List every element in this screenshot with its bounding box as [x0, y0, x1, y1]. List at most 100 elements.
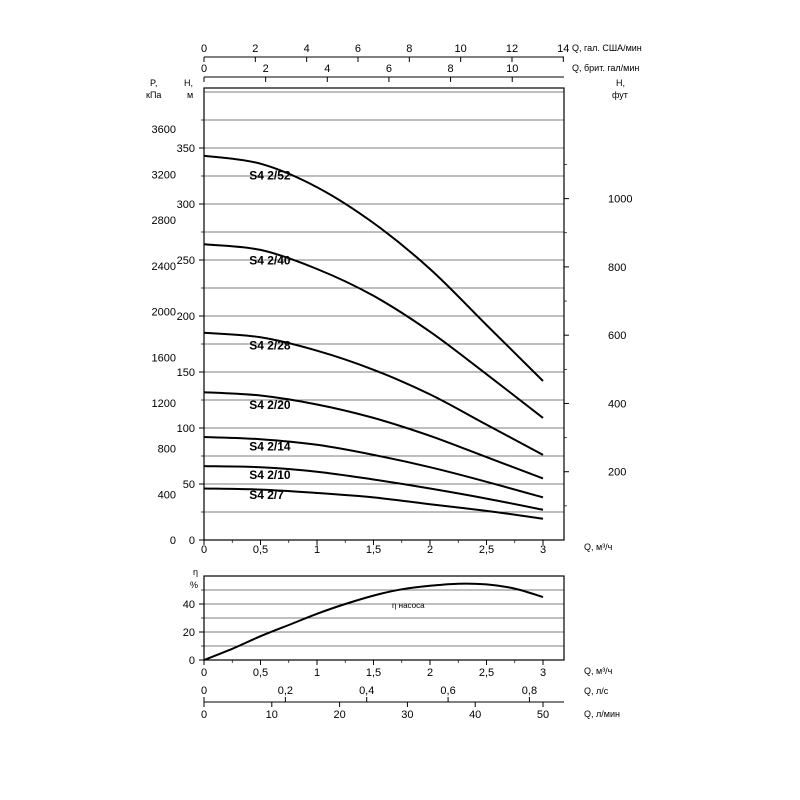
head-m-axis-unit: м: [187, 90, 194, 100]
imp-gpm-tick-label: 6: [386, 63, 392, 75]
us-gpm-tick-label: 0: [201, 43, 207, 55]
h-ft-tick-label: 1000: [608, 194, 632, 206]
lmin-axis-unit: Q, л/мин: [584, 709, 620, 719]
q-lmin-tick-label: 50: [537, 709, 549, 721]
head-chart-q-axis-unit: Q, м³/ч: [584, 542, 613, 552]
h-ft-tick-label: 200: [608, 467, 626, 479]
h-ft-tick-label: 600: [608, 330, 626, 342]
h-ft-tick-label: 800: [608, 262, 626, 274]
curve-label: S4 2/10: [249, 468, 291, 482]
head-chart: 0501001502002503003500400800120016002000…: [152, 43, 633, 556]
eta-tick-label: 20: [183, 627, 195, 639]
q-m3h-tick-label: 0: [201, 544, 207, 556]
h-ft-tick-label: 400: [608, 398, 626, 410]
eta-axis-unit: %: [190, 580, 199, 590]
eta-axis-title: η: [193, 567, 199, 577]
q-m3h-tick-label: 3: [540, 667, 546, 679]
curve-label: S4 2/20: [249, 398, 291, 412]
q-lmin-tick-label: 10: [266, 709, 278, 721]
eff-chart-q-axis-unit: Q, м³/ч: [584, 666, 613, 676]
q-lmin-tick-label: 20: [333, 709, 345, 721]
head-m-axis-title: H,: [184, 78, 193, 88]
q-m3h-tick-label: 0: [201, 667, 207, 679]
p-kpa-tick-label: 3200: [152, 170, 176, 182]
efficiency-annotation: η насоса: [392, 601, 425, 610]
q-ls-tick-label: 0,8: [522, 685, 537, 697]
us-gpm-tick-label: 14: [557, 43, 569, 55]
us-gpm-tick-label: 10: [455, 43, 467, 55]
imp-gpm-axis-unit: Q, брит. гал/мин: [572, 63, 640, 73]
q-ls-tick-label: 0: [201, 685, 207, 697]
h-m-tick-label: 200: [177, 311, 195, 323]
h-m-tick-label: 150: [177, 367, 195, 379]
us-gpm-tick-label: 4: [304, 43, 310, 55]
pressure-axis-unit: кПа: [146, 90, 162, 100]
pump-curve-S4-2-14: [203, 436, 544, 499]
pump-curve-S4-2-28: [203, 331, 544, 456]
q-m3h-tick-label: 1: [314, 544, 320, 556]
imp-gpm-tick-label: 0: [201, 63, 207, 75]
q-ls-tick-label: 0,4: [359, 685, 374, 697]
pressure-axis-title: P,: [150, 78, 158, 88]
q-ls-tick-label: 0,2: [278, 685, 293, 697]
imp-gpm-tick-label: 4: [324, 63, 330, 75]
q-m3h-tick-label: 0,5: [253, 544, 268, 556]
p-kpa-tick-label: 3600: [152, 124, 176, 136]
h-m-tick-label: 0: [189, 535, 195, 547]
imp-gpm-tick-label: 10: [506, 63, 518, 75]
q-lmin-tick-label: 30: [401, 709, 413, 721]
head-ft-axis-title: H,: [616, 78, 625, 88]
head-ft-axis-unit: фут: [612, 90, 628, 100]
pump-curve-S4-2-10: [203, 465, 544, 511]
p-kpa-tick-label: 1600: [152, 352, 176, 364]
q-lmin-tick-label: 0: [201, 709, 207, 721]
ls-axis-unit: Q, л/с: [584, 686, 609, 696]
q-m3h-tick-label: 2,5: [479, 667, 494, 679]
p-kpa-tick-label: 2800: [152, 215, 176, 227]
efficiency-curve: [203, 582, 544, 661]
q-m3h-tick-label: 3: [540, 544, 546, 556]
q-ls-tick-label: 0,6: [440, 685, 455, 697]
h-m-tick-label: 350: [177, 143, 195, 155]
us-gpm-tick-label: 12: [506, 43, 518, 55]
plot-frame: [203, 87, 565, 541]
h-m-tick-label: 250: [177, 255, 195, 267]
h-m-tick-label: 300: [177, 199, 195, 211]
us-gpm-tick-label: 6: [355, 43, 361, 55]
pump-curve-S4-2-7: [203, 487, 544, 520]
pump-curve-S4-2-40: [203, 243, 544, 419]
q-m3h-tick-label: 2,5: [479, 544, 494, 556]
curve-label: S4 2/28: [249, 339, 291, 353]
eta-tick-label: 0: [189, 655, 195, 667]
q-m3h-tick-label: 0,5: [253, 667, 268, 679]
p-kpa-tick-label: 0: [170, 535, 176, 547]
q-m3h-tick-label: 2: [427, 544, 433, 556]
p-kpa-tick-label: 800: [158, 444, 176, 456]
us-gpm-tick-label: 8: [406, 43, 412, 55]
pump-curve-S4-2-52: [203, 154, 544, 382]
h-m-tick-label: 100: [177, 423, 195, 435]
p-kpa-tick-label: 2400: [152, 261, 176, 273]
curve-label: S4 2/52: [249, 168, 291, 182]
us-gpm-axis-unit: Q, гал. США/мин: [572, 43, 642, 53]
imp-gpm-tick-label: 8: [448, 63, 454, 75]
p-kpa-tick-label: 2000: [152, 307, 176, 319]
p-kpa-tick-label: 1200: [152, 398, 176, 410]
pump-curve-S4-2-20: [203, 391, 544, 480]
imp-gpm-tick-label: 2: [263, 63, 269, 75]
p-kpa-tick-label: 400: [158, 489, 176, 501]
q-m3h-tick-label: 1: [314, 667, 320, 679]
q-lmin-tick-label: 40: [469, 709, 481, 721]
us-gpm-tick-label: 2: [252, 43, 258, 55]
curve-label: S4 2/14: [249, 439, 291, 453]
q-m3h-tick-label: 2: [427, 667, 433, 679]
q-m3h-tick-label: 1,5: [366, 544, 381, 556]
h-m-tick-label: 50: [183, 479, 195, 491]
curve-label: S4 2/40: [249, 253, 291, 267]
q-m3h-tick-label: 1,5: [366, 667, 381, 679]
curve-label: S4 2/7: [249, 488, 284, 502]
eta-tick-label: 40: [183, 599, 195, 611]
